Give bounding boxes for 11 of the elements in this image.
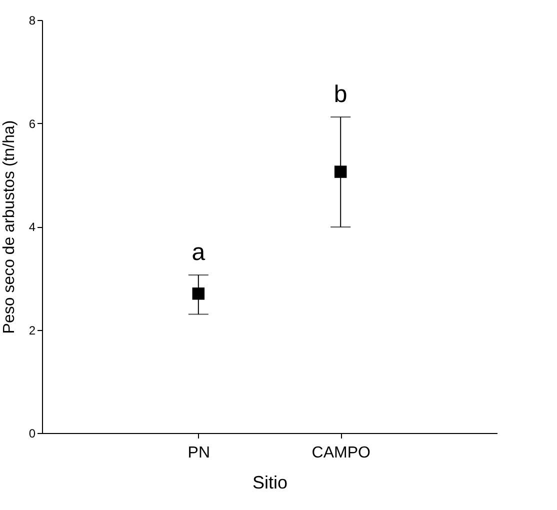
y-tick-label: 0	[28, 426, 36, 440]
annotation: b	[334, 81, 348, 108]
annotation: a	[192, 239, 206, 266]
y-tick-label: 6	[28, 116, 36, 131]
x-tick-label: PN	[188, 444, 210, 462]
x-axis-title: Sitio	[252, 472, 288, 492]
y-tick-label: 4	[28, 220, 36, 234]
y-tick-label: 8	[28, 14, 36, 28]
y-axis-title: Peso seco de arbustos (tn/ha)	[0, 120, 18, 334]
x-tick-label: CAMPO	[312, 444, 370, 462]
y-tick-label: 2	[28, 323, 36, 338]
